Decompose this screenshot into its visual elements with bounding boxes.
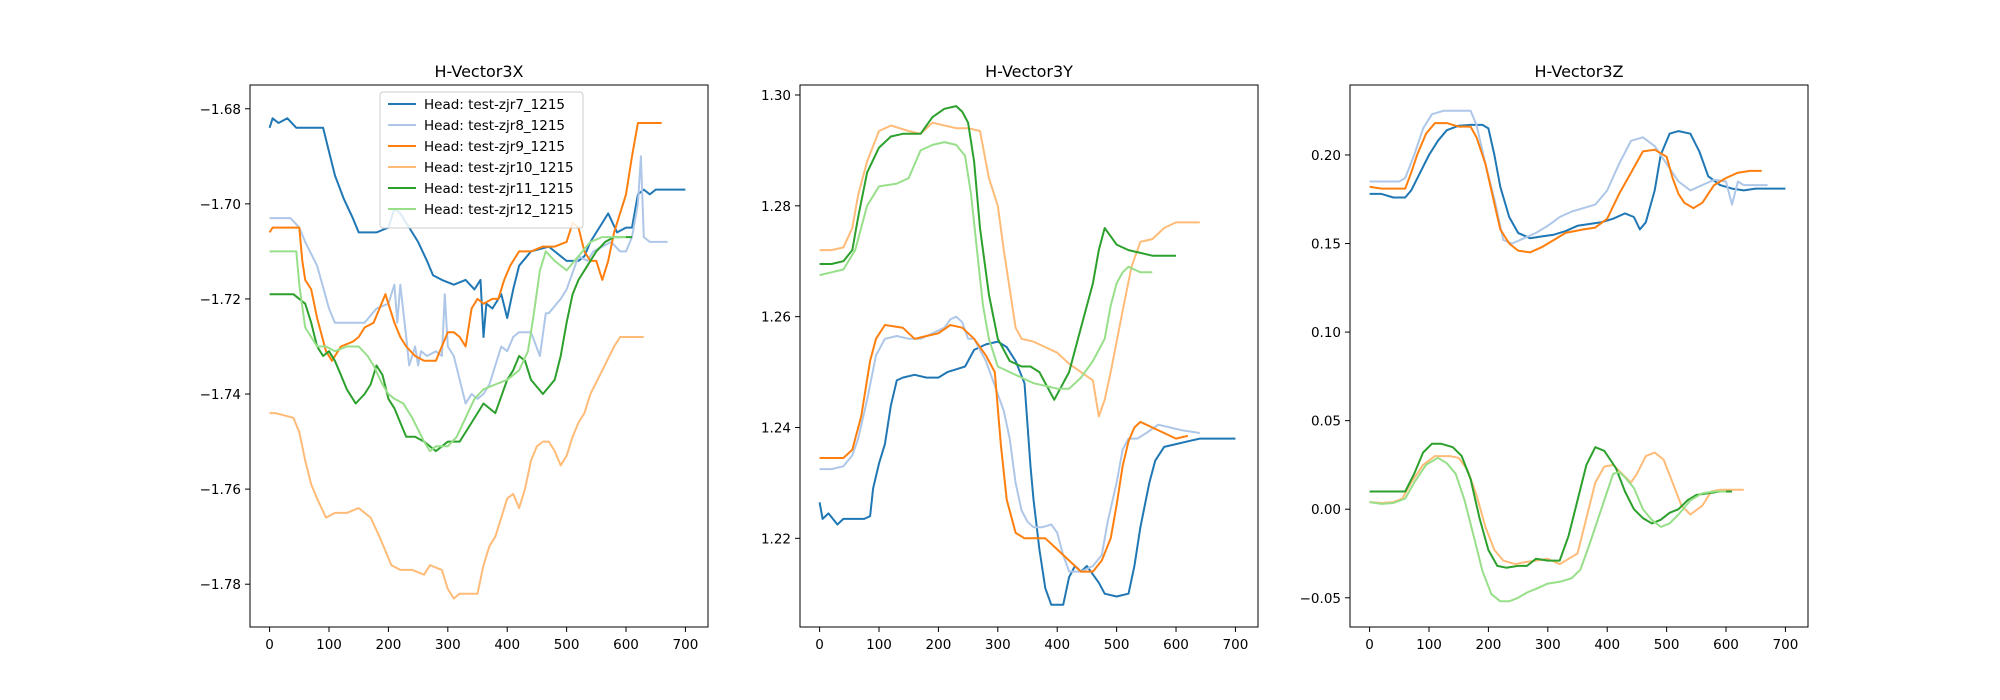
series-line-4 [1369,451,1744,566]
x-tick-label: 500 [554,637,580,653]
series-line-1 [268,117,686,338]
series-line-1 [818,340,1236,606]
y-tick-label: 1.22 [761,531,791,547]
series-line-2 [269,155,668,405]
x-tick-label: 400 [494,637,520,653]
y-tick-label: 0.15 [1311,237,1341,253]
plot-frame [799,84,1259,628]
series-line-5 [819,105,1176,401]
series-group [818,105,1236,606]
series-line-3 [268,122,662,362]
x-tick-label: 200 [926,637,952,653]
y-tick-label: 0.10 [1311,325,1341,341]
series-line-3 [819,324,1189,573]
y-tick-label: 0.05 [1311,414,1341,430]
x-tick-label: 100 [316,637,342,653]
series-line-6 [819,141,1153,390]
y-tick-label: −1.78 [200,577,241,593]
series-line-2 [819,315,1200,573]
y-tick-label: −1.68 [200,102,241,118]
plot-frame [1349,84,1809,628]
series-line-6 [1369,456,1726,603]
x-tick-label: 0 [1365,637,1374,653]
x-tick-label: 600 [613,637,639,653]
series-line-4 [269,336,644,600]
y-tick-label: 0.00 [1311,502,1341,518]
x-tick-label: 500 [1654,637,1680,653]
x-tick-label: 600 [1713,637,1739,653]
series-line-4 [819,121,1200,418]
x-tick-label: 100 [1416,637,1442,653]
legend: Head: test-zjr7_1215 Head: test-zjr8_1215… [379,91,584,229]
x-tick-label: 700 [1773,637,1799,653]
x-tick-label: 0 [265,637,274,653]
x-tick-label: 500 [1104,637,1130,653]
x-tick-label: 200 [1476,637,1502,653]
x-tick-label: 300 [435,637,461,653]
x-tick-label: 0 [815,637,824,653]
legend-label: Head: test-zjr12_1215 [424,202,574,218]
legend-label: Head: test-zjr8_1215 [424,118,565,134]
chart-title: H-Vector3Y [985,62,1073,81]
chart-title: H-Vector3Z [1535,62,1624,81]
series-line-5 [269,236,632,453]
legend-box [379,91,584,229]
series-line-5 [1369,442,1732,569]
series-line-3 [1369,122,1762,254]
x-tick-label: 100 [866,637,892,653]
y-tick-label: −1.72 [200,292,241,308]
y-tick-label: −1.70 [200,197,241,213]
chart-panel-2: 0 100 200 300 400 500 600 700 1.22 1.24 1.26 1.28 1.… [761,62,1259,653]
x-tick-label: 700 [1223,637,1249,653]
x-tick-label: 300 [1535,637,1561,653]
series-group [1369,109,1786,603]
series-group [268,117,686,600]
y-tick-label: 1.28 [761,199,791,215]
x-tick-label: 400 [1594,637,1620,653]
chart-panel-3: 0 100 200 300 400 500 600 700 −0.05 0.00 0.05 0.10 0… [1300,62,1809,653]
x-tick-label: 200 [376,637,402,653]
series-line-2 [1369,109,1768,245]
y-tick-label: −1.74 [200,387,241,403]
x-tick-label: 300 [985,637,1011,653]
legend-label: Head: test-zjr11_1215 [424,181,574,197]
x-tick-label: 700 [673,637,699,653]
legend-label: Head: test-zjr9_1215 [424,139,565,155]
y-tick-label: 1.26 [761,310,791,326]
series-line-1 [1369,123,1786,240]
y-tick-label: 1.24 [761,420,791,436]
series-line-6 [269,236,626,453]
y-tick-label: −1.76 [200,482,241,498]
x-tick-label: 600 [1163,637,1189,653]
legend-label: Head: test-zjr10_1215 [424,160,574,176]
y-tick-label: 0.20 [1311,148,1341,164]
plot-frame [249,84,709,628]
x-tick-label: 400 [1044,637,1070,653]
y-tick-label: 1.30 [761,88,791,104]
chart-title: H-Vector3X [435,62,524,81]
legend-label: Head: test-zjr7_1215 [424,97,565,113]
chart-panel-1: 0 100 200 300 400 500 600 700 −1.78 −1.76 −1.74 −1.… [200,62,709,653]
y-tick-label: −0.05 [1300,591,1341,607]
